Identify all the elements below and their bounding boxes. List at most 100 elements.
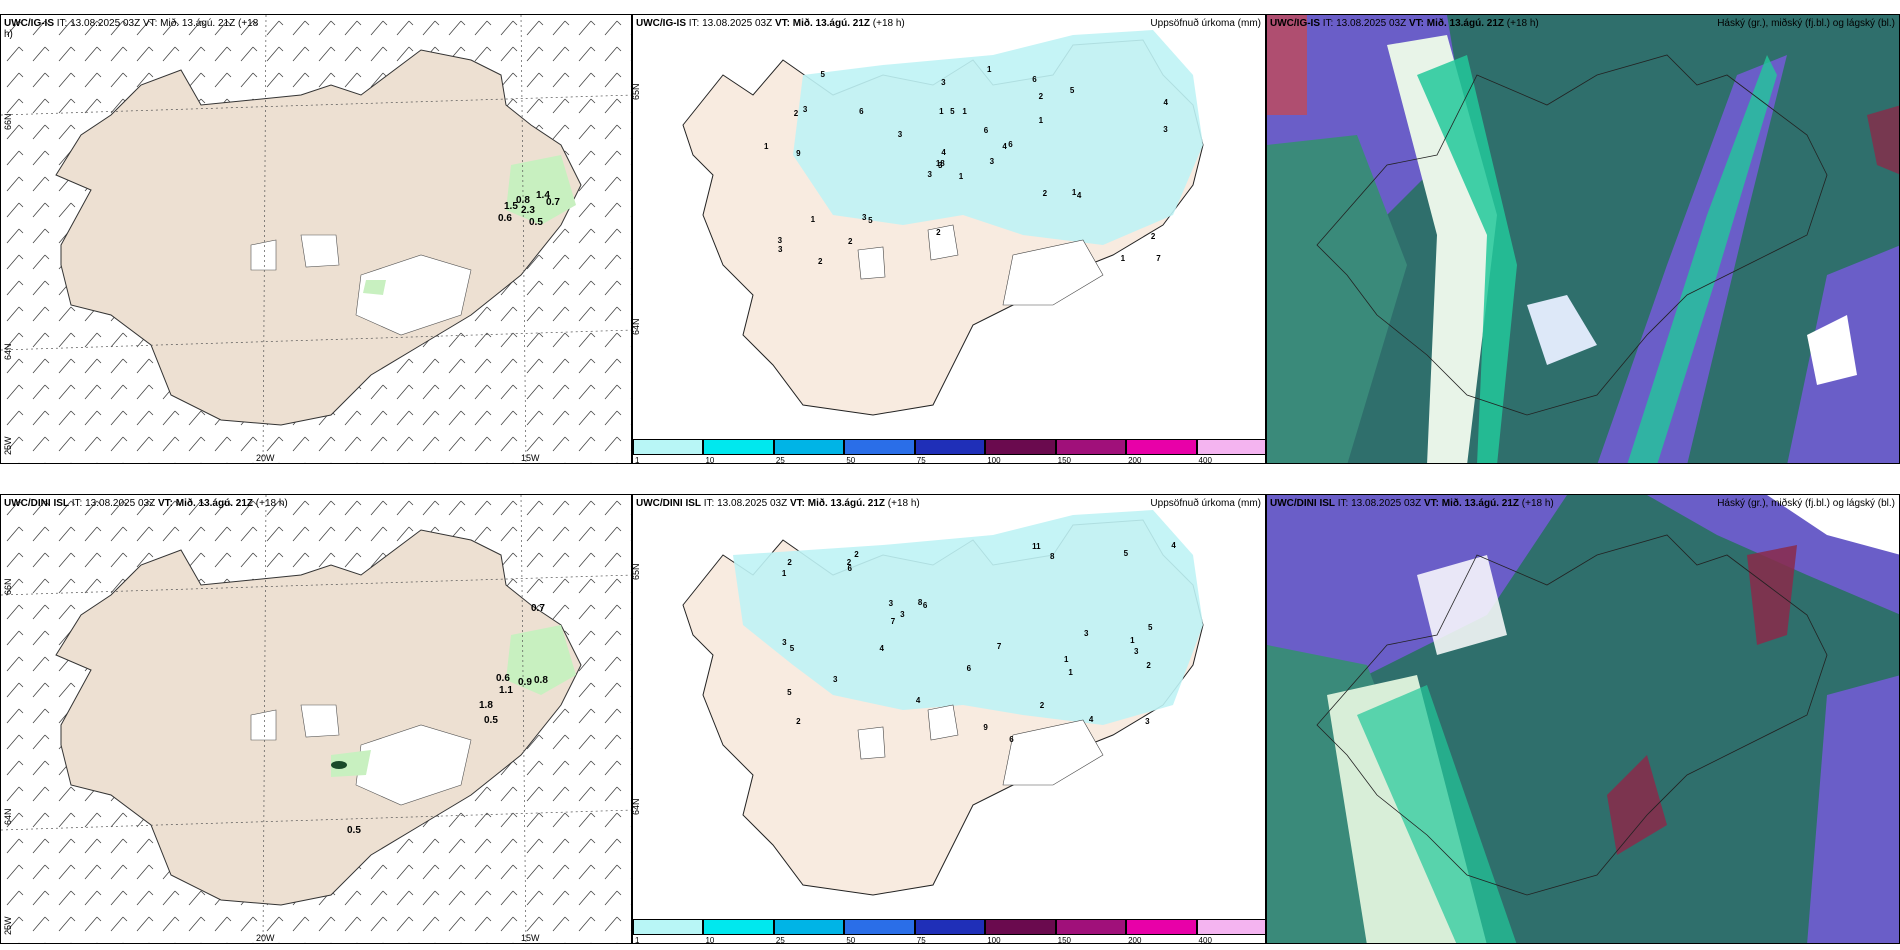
precip-value: 1 — [939, 106, 944, 116]
precip-area — [793, 30, 1203, 245]
precip-patch — [363, 280, 386, 295]
precip-value: 3 — [1084, 628, 1089, 638]
precip-value: 5 — [1123, 548, 1129, 558]
precip-value: 3 — [1163, 124, 1168, 134]
panel-header: UWC/DINI ISL IT: 13.08.2025 03Z VT: Mið.… — [4, 498, 288, 509]
lat-label: 64N — [3, 343, 13, 360]
glacier — [857, 726, 886, 760]
lat-label: 64N — [632, 318, 641, 335]
precip-patch — [506, 625, 576, 695]
legend-tick: 75 — [916, 456, 926, 464]
legend-tick: 10 — [705, 456, 715, 464]
legend-swatch — [1196, 439, 1265, 455]
precip-value: 7 — [890, 617, 896, 627]
glacier — [1002, 719, 1104, 786]
panel-title: Háský (gr.), miðský (fj.bl.) og lágský (… — [1717, 18, 1895, 29]
precip-value: 2 — [1042, 189, 1048, 199]
lon-label: 25W — [3, 916, 13, 935]
precip-value: 5 — [787, 688, 792, 698]
precip-value: 3 — [897, 130, 903, 139]
precip-value: 1 — [1038, 116, 1044, 126]
precip-value: 4 — [1171, 541, 1176, 551]
precip-value: 3 — [1145, 717, 1150, 727]
glacier — [355, 724, 472, 806]
precip-value: 7 — [1156, 253, 1161, 263]
lat-label: 66N — [3, 578, 13, 595]
legend-tick: 25 — [775, 456, 785, 464]
legend-tick: 200 — [1128, 456, 1142, 464]
wind-value: 0.7 — [546, 197, 560, 208]
precip-value: 8 — [917, 598, 923, 608]
precip-value: 6 — [983, 126, 989, 136]
precip-value: 1 — [962, 107, 967, 116]
legend-tick: 150 — [1057, 936, 1072, 944]
precip-value: 3 — [782, 637, 787, 647]
legend-swatch — [1126, 439, 1197, 455]
panel-title: Uppsöfnuð úrkoma (mm) — [1150, 498, 1261, 509]
precip-value: 4 — [915, 696, 921, 706]
legend-swatch — [985, 919, 1056, 935]
precip-value: 1 — [1071, 188, 1077, 198]
precip-value: 5 — [820, 70, 825, 79]
precip-value: 4 — [1076, 190, 1082, 200]
legend-tick: 400 — [1198, 936, 1212, 944]
precip-legend: 1 10 25 50 75 100 150 200 400 — [633, 919, 1265, 943]
precip-value: 4 — [941, 147, 946, 157]
precip-value: 3 — [802, 104, 808, 114]
precip-panel-igis: UWC/IG-IS IT: 13.08.2025 03Z VT: Mið. 13… — [632, 14, 1266, 464]
precip-value: 2 — [936, 227, 941, 237]
precip-patch — [506, 155, 576, 225]
precip-value: 2 — [1146, 661, 1151, 671]
legend-tick: 100 — [987, 936, 1001, 944]
glacier — [300, 234, 340, 268]
precip-value: 4 — [1002, 142, 1007, 152]
wind-value: 0.6 — [496, 673, 510, 684]
glacier — [250, 239, 277, 271]
wind-panel-dini: UWC/DINI ISL IT: 13.08.2025 03Z VT: Mið.… — [0, 494, 632, 944]
precip-value: 1 — [1068, 668, 1073, 678]
legend-tick: 50 — [846, 456, 856, 464]
precip-panel-dini: UWC/DINI ISL IT: 13.08.2025 03Z VT: Mið.… — [632, 494, 1266, 944]
precip-value: 9 — [796, 148, 801, 158]
precip-value: 2 — [848, 236, 853, 246]
legend-tick: 100 — [987, 456, 1001, 464]
legend-swatch — [844, 919, 915, 935]
legend-tick: 400 — [1198, 456, 1212, 464]
precip-value: 1 — [781, 569, 787, 579]
legend-swatch — [1126, 919, 1197, 935]
panel-header: UWC/DINI ISL IT: 13.08.2025 03Z VT: Mið.… — [1270, 498, 1554, 509]
lon-label: 20W — [256, 933, 275, 943]
precip-value: 1 — [958, 172, 964, 182]
lon-label: 20W — [256, 453, 275, 463]
wind-value: 0.6 — [498, 213, 512, 224]
precip-value: 3 — [941, 78, 946, 88]
glacier — [927, 224, 959, 261]
precip-area — [733, 510, 1203, 725]
legend-tick: 150 — [1057, 456, 1072, 464]
precip-map — [682, 30, 1204, 416]
precip-value: 3 — [778, 245, 783, 255]
wind-value: 2.3 — [521, 205, 535, 216]
lat-label: 66N — [3, 113, 13, 130]
wind-value: 1.8 — [479, 700, 493, 711]
precip-value: 5 — [789, 644, 795, 654]
precip-value: 1 — [1064, 655, 1069, 665]
precip-value: 1 — [763, 142, 769, 152]
precip-value: 4 — [1088, 714, 1094, 724]
lon-label: 15W — [521, 933, 540, 943]
precip-value: 6 — [859, 107, 864, 117]
panel-header: UWC/IG-IS IT: 13.08.2025 03Z VT: Mið. 13… — [4, 18, 259, 40]
glacier — [927, 704, 959, 741]
cloud-map — [1267, 495, 1899, 943]
precip-value: 8 — [1049, 552, 1055, 562]
precip-value: 5 — [868, 216, 873, 226]
glacier — [250, 709, 277, 741]
precip-value: 3 — [888, 599, 894, 609]
precip-value: 11 — [1032, 541, 1041, 551]
panel-header: UWC/IG-IS IT: 13.08.2025 03Z VT: Mið. 13… — [636, 18, 905, 29]
wind-value: 0.8 — [516, 195, 530, 206]
legend-tick: 50 — [846, 936, 856, 944]
precip-map — [682, 510, 1204, 896]
legend-tick: 10 — [705, 936, 715, 944]
glacier — [1002, 239, 1104, 306]
